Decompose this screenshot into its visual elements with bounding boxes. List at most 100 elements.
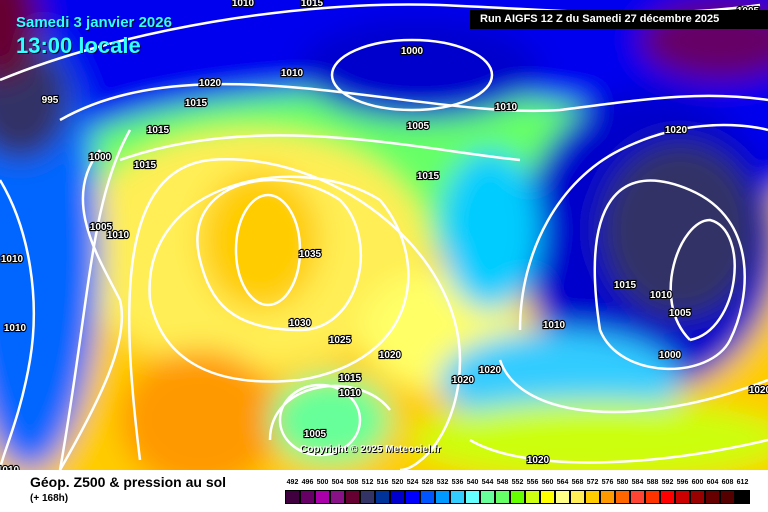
isobar-label: 1015 bbox=[134, 160, 157, 171]
forecast-lead-time: (+ 168h) bbox=[30, 493, 69, 504]
legend-color-swatch bbox=[375, 490, 390, 504]
isobar-label: 1005 bbox=[407, 121, 430, 132]
isobar-label: 1020 bbox=[665, 125, 688, 136]
legend-tick-label: 608 bbox=[721, 479, 734, 486]
legend-tick-label: 604 bbox=[706, 479, 719, 486]
legend-color-swatch bbox=[570, 490, 585, 504]
isobar-label: 1020 bbox=[749, 385, 768, 396]
legend-tick-label: 492 bbox=[286, 479, 299, 486]
map-footer: Géop. Z500 & pression au sol (+ 168h) 49… bbox=[0, 470, 768, 512]
legend-tick-label: 540 bbox=[466, 479, 479, 486]
isobar-label: 1010 bbox=[650, 290, 673, 301]
legend-tick-label: 564 bbox=[556, 479, 569, 486]
legend-color-swatch bbox=[405, 490, 420, 504]
legend-tick-label: 528 bbox=[421, 479, 434, 486]
legend-color-swatch bbox=[720, 490, 735, 504]
isobar-label: 1020 bbox=[199, 78, 222, 89]
legend-color-swatch bbox=[615, 490, 630, 504]
legend-tick-label: 580 bbox=[616, 479, 629, 486]
legend-color-swatch bbox=[300, 490, 315, 504]
legend-tick-label: 520 bbox=[391, 479, 404, 486]
isobar-label: 995 bbox=[42, 95, 59, 106]
legend-color-swatch bbox=[495, 490, 510, 504]
model-run-label: Run AIGFS 12 Z du Samedi 27 décembre 202… bbox=[470, 10, 768, 29]
isobar-label: 1025 bbox=[329, 335, 352, 346]
isobar-label: 1010 bbox=[543, 320, 566, 331]
legend-tick-label: 508 bbox=[346, 479, 359, 486]
pressure-geopotential-map: 1010 1015 1005 1000 1020 1010 1015 995 1… bbox=[0, 0, 768, 470]
legend-color-swatch bbox=[435, 490, 450, 504]
legend-color-swatch bbox=[510, 490, 525, 504]
legend-tick-label: 524 bbox=[406, 479, 419, 486]
legend-color-swatch bbox=[630, 490, 645, 504]
legend-color-swatch bbox=[330, 490, 345, 504]
isobar-label: 1030 bbox=[289, 318, 312, 329]
geopotential-fill bbox=[0, 0, 768, 470]
legend-color-swatch bbox=[450, 490, 465, 504]
isobar-label: 1020 bbox=[452, 375, 475, 386]
legend-tick-label: 496 bbox=[301, 479, 314, 486]
legend-tick-label: 572 bbox=[586, 479, 599, 486]
isobar-label: 1010 bbox=[495, 102, 518, 113]
legend-tick-label: 584 bbox=[631, 479, 644, 486]
legend-color-swatch bbox=[585, 490, 600, 504]
legend-color-swatch bbox=[420, 490, 435, 504]
legend-color-swatch bbox=[690, 490, 705, 504]
isobar-label: 1015 bbox=[614, 280, 637, 291]
legend-tick-label: 596 bbox=[676, 479, 689, 486]
isobar-label: 1000 bbox=[659, 350, 682, 361]
legend-tick-label: 504 bbox=[331, 479, 344, 486]
map-title: Géop. Z500 & pression au sol bbox=[30, 474, 227, 490]
legend-tick-label: 544 bbox=[481, 479, 494, 486]
legend-tick-label: 588 bbox=[646, 479, 659, 486]
forecast-time: 13:00 locale bbox=[16, 33, 141, 58]
copyright: Copyright © 2025 Meteociel.fr bbox=[300, 444, 441, 455]
legend-color-swatch bbox=[465, 490, 480, 504]
legend-tick-label: 552 bbox=[511, 479, 524, 486]
legend-tick-label: 612 bbox=[736, 479, 749, 486]
legend-tick-label: 548 bbox=[496, 479, 509, 486]
legend-tick-label: 600 bbox=[691, 479, 704, 486]
legend-color-swatch bbox=[390, 490, 405, 504]
legend-tick-label: 532 bbox=[436, 479, 449, 486]
isobar-label: 1020 bbox=[479, 365, 502, 376]
legend-tick-label: 568 bbox=[571, 479, 584, 486]
legend-color-swatch bbox=[705, 490, 720, 504]
isobar-label: 1010 bbox=[1, 254, 24, 265]
legend-color-swatch bbox=[660, 490, 675, 504]
legend-tick-label: 592 bbox=[661, 479, 674, 486]
isobar-label: 1035 bbox=[299, 249, 322, 260]
legend-tick-label: 576 bbox=[601, 479, 614, 486]
isobar-label: 1010 bbox=[232, 0, 255, 9]
isobar-label: 1010 bbox=[4, 323, 27, 334]
isobar-label: 1010 bbox=[107, 230, 130, 241]
legend-color-swatch bbox=[645, 490, 660, 504]
isobar-label: 1010 bbox=[339, 388, 362, 399]
legend-color-swatch bbox=[525, 490, 540, 504]
legend-tick-label: 500 bbox=[316, 479, 329, 486]
isobar-label: 1015 bbox=[339, 373, 362, 384]
legend-color-swatch bbox=[285, 490, 300, 504]
isobar-label: 1000 bbox=[89, 152, 112, 163]
isobar-label: 1010 bbox=[281, 68, 304, 79]
isobar-labels: 1010 1015 1005 1000 1020 1010 1015 995 1… bbox=[0, 0, 768, 470]
isobar-label: 1020 bbox=[527, 455, 550, 466]
legend-color-swatch bbox=[675, 490, 690, 504]
legend-color-swatch bbox=[315, 490, 330, 504]
legend-tick-label: 560 bbox=[541, 479, 554, 486]
legend-color-swatch bbox=[345, 490, 360, 504]
isobar-label: 1015 bbox=[417, 171, 440, 182]
legend-color-swatch bbox=[555, 490, 570, 504]
isobar-label: 1020 bbox=[379, 350, 402, 361]
isobars bbox=[0, 3, 768, 470]
isobar-label: 1010 bbox=[0, 465, 20, 470]
isobar-label: 1005 bbox=[669, 308, 692, 319]
isobar-label: 1005 bbox=[304, 429, 327, 440]
legend-tick-label: 516 bbox=[376, 479, 389, 486]
legend-tick-label: 556 bbox=[526, 479, 539, 486]
legend-color-swatch bbox=[480, 490, 495, 504]
legend-tick-label: 536 bbox=[451, 479, 464, 486]
isobar-label: 1015 bbox=[185, 98, 208, 109]
legend-color-swatch bbox=[540, 490, 555, 504]
